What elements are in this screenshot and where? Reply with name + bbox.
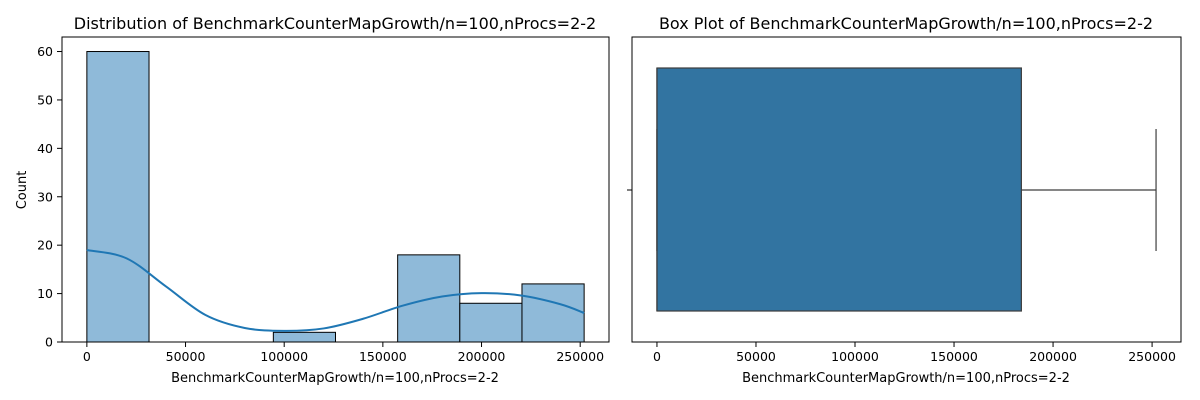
boxplot-panel: Box Plot of BenchmarkCounterMapGrowth/n=… xyxy=(627,14,1182,386)
histogram-y-tick-label-3: 30 xyxy=(37,189,53,204)
histogram-bar-7 xyxy=(521,283,585,343)
boxplot-title: Box Plot of BenchmarkCounterMapGrowth/n=… xyxy=(659,14,1153,33)
histogram-bar-3 xyxy=(272,331,337,343)
boxplot-box xyxy=(656,67,1022,312)
boxplot-x-tick-label-4: 200000 xyxy=(1029,349,1077,364)
boxplot-x-axis-label: BenchmarkCounterMapGrowth/n=100,nProcs=2… xyxy=(742,371,1070,386)
kde-curve xyxy=(86,249,585,332)
histogram-y-tick-label-5: 50 xyxy=(37,92,53,107)
histogram-y-tick-label-6: 60 xyxy=(37,44,53,59)
histogram-x-tick-label-5: 250000 xyxy=(556,349,604,364)
histogram-y-axis-label: Count xyxy=(15,171,30,210)
histogram-y-tick-label-4: 40 xyxy=(37,141,53,156)
boxplot-x-tick-label-2: 100000 xyxy=(831,349,879,364)
histogram-x-tick-label-2: 100000 xyxy=(260,349,308,364)
histogram-x-tick-label-3: 150000 xyxy=(359,349,407,364)
histogram-plot-frame xyxy=(61,36,610,343)
histogram-bar-0 xyxy=(86,51,150,343)
histogram-x-tick-label-4: 200000 xyxy=(458,349,506,364)
boxplot-x-tick-label-3: 150000 xyxy=(930,349,978,364)
boxplot-x-tick-label-5: 250000 xyxy=(1128,349,1176,364)
histogram-y-tick-label-2: 20 xyxy=(37,238,53,253)
histogram-x-tick-label-1: 50000 xyxy=(166,349,206,364)
histogram-y-tick-label-1: 10 xyxy=(37,286,53,301)
histogram-y-tick-label-0: 0 xyxy=(45,335,53,350)
boxplot-x-tick-label-1: 50000 xyxy=(736,349,776,364)
histogram-panel: Distribution of BenchmarkCounterMapGrowt… xyxy=(15,14,610,386)
histogram-bar-6 xyxy=(459,302,523,343)
histogram-x-axis-label: BenchmarkCounterMapGrowth/n=100,nProcs=2… xyxy=(171,371,499,386)
boxplot-x-tick-label-0: 0 xyxy=(653,349,661,364)
histogram-title: Distribution of BenchmarkCounterMapGrowt… xyxy=(74,14,596,33)
histogram-x-tick-label-0: 0 xyxy=(83,349,91,364)
